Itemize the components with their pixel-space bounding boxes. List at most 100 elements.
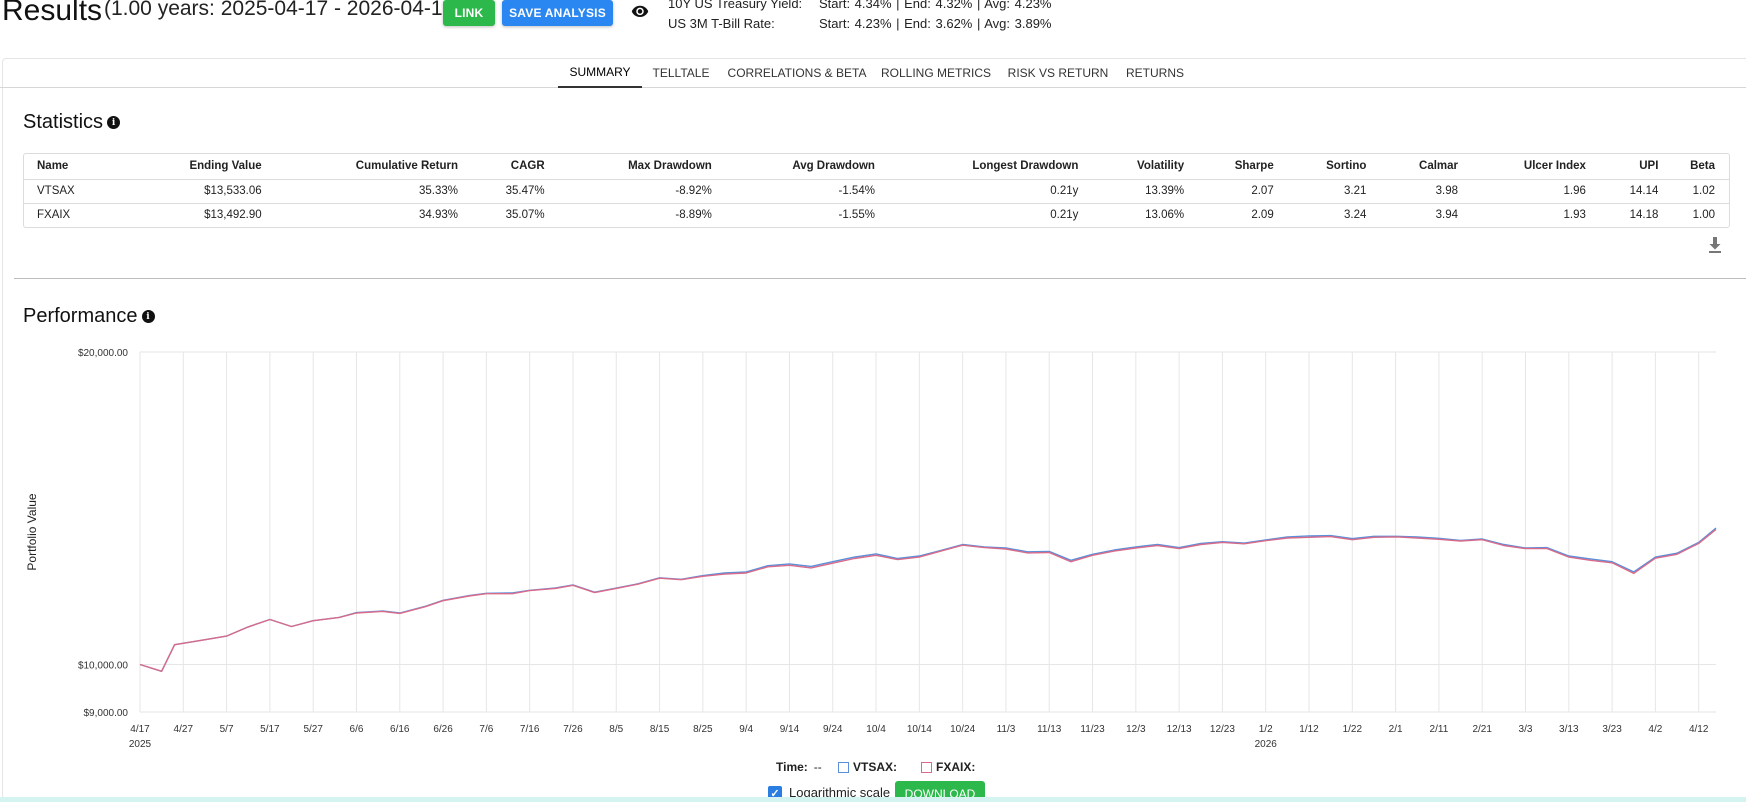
x-tick-label: 7/16 [520, 724, 540, 735]
tab-telltale[interactable]: TELLTALE [652, 66, 710, 80]
column-header[interactable]: Ending Value [114, 154, 262, 180]
x-tick-label: 3/3 [1519, 724, 1533, 735]
table-cell: 34.93% [419, 209, 459, 222]
table-cell: 3.21 [1273, 179, 1367, 204]
performance-title: Performance [23, 305, 138, 327]
table-cell: VTSAX [24, 179, 115, 204]
x-tick-label: 2/21 [1472, 724, 1492, 735]
link-button[interactable]: LINK [443, 0, 495, 26]
legend-swatch-vtsax [838, 761, 849, 773]
rate-row-treasury: 10Y US Treasury Yield: Start: 4.34% | En… [668, 0, 1052, 14]
table-cell: 14.14 [1585, 179, 1659, 204]
x-tick-label: 4/2 [1648, 724, 1662, 735]
tab-bar: SUMMARY TELLTALE CORRELATIONS & BETA ROL… [0, 58, 1746, 88]
results-header: Results (1.00 years: 2025-04-17 - 2026-0… [0, 0, 1746, 40]
statistics-table: Name Ending Value Cumulative Return CAGR… [23, 153, 1730, 228]
column-header[interactable]: Volatility [1078, 154, 1185, 180]
chart-svg[interactable]: 4/17 4/27 5/7 5/17 5/27 6/6 6/16 6/26 7/6 7/16 7/2… [0, 330, 1746, 750]
column-header[interactable]: Sharpe [1184, 154, 1274, 180]
x-tick-label: 10/24 [950, 724, 975, 735]
x-tick-label: 5/27 [303, 724, 323, 735]
section-divider [14, 278, 1746, 279]
log-scale-checkbox[interactable]: ✓ [768, 786, 782, 800]
column-header[interactable]: Ulcer Index [1458, 154, 1586, 180]
tab-returns[interactable]: RETURNS [1125, 66, 1184, 80]
x-tick-label: 3/13 [1559, 724, 1579, 735]
x-tick-label: 4/17 [130, 724, 150, 735]
table-cell: 3.24 [1343, 209, 1367, 222]
y-axis-label: Portfolio Value [25, 493, 39, 570]
column-header[interactable]: Beta [1658, 154, 1729, 180]
legend-time-label: Time: [776, 760, 808, 774]
table-cell: 13.39% [1078, 179, 1185, 204]
x-tick-label: 7/6 [479, 724, 493, 735]
x-tick-label: 4/12 [1689, 724, 1709, 735]
x-tick-label: 12/13 [1167, 724, 1192, 735]
column-header[interactable]: Cumulative Return [261, 154, 459, 180]
table-cell: 1.93 [1563, 209, 1586, 222]
x-tick-label: 9/24 [823, 724, 843, 735]
table-cell: 35.07% [505, 209, 545, 222]
table-cell: 1.00 [1692, 209, 1715, 222]
x-tick-label: 12/23 [1210, 724, 1235, 735]
performance-heading: Performance i [23, 305, 155, 328]
table-cell: 0.21y [1050, 209, 1079, 222]
save-analysis-button[interactable]: SAVE ANALYSIS [502, 0, 613, 26]
x-tick-label: 6/26 [433, 724, 453, 735]
table-cell: 1.02 [1658, 179, 1729, 204]
column-header[interactable]: Name [24, 154, 115, 180]
column-header[interactable]: Longest Drawdown [874, 154, 1079, 180]
rate-name: US 3M T-Bill Rate: [668, 16, 775, 31]
date-range: (1.00 years: 2025-04-17 - 2026-04-16) [104, 0, 462, 20]
table-cell: -1.55% [838, 209, 875, 222]
x-tick-label: 9/14 [780, 724, 800, 735]
x-tick-label: 10/4 [866, 724, 886, 735]
column-header[interactable]: Max Drawdown [544, 154, 712, 180]
rate-row-tbill: US 3M T-Bill Rate: Start: 4.23% | End: 3… [668, 14, 1052, 34]
table-cell: $13,492.90 [204, 209, 262, 222]
x-tick-label: 9/4 [739, 724, 753, 735]
table-cell: 3.98 [1366, 179, 1459, 204]
performance-chart[interactable]: 4/17 4/27 5/7 5/17 5/27 6/6 6/16 6/26 7/6 7/16 7/2… [0, 330, 1746, 750]
legend-time-value: -- [813, 760, 822, 774]
table-row: VTSAX $13,533.06 35.33% 35.47% -8.92% -1… [24, 179, 1729, 204]
statistics-title: Statistics [23, 111, 104, 133]
column-header[interactable]: CAGR [458, 154, 545, 180]
table-cell: 35.33% [261, 179, 459, 204]
x-tick-label: 12/3 [1126, 724, 1146, 735]
column-header[interactable]: Avg Drawdown [711, 154, 875, 180]
x-tick-label: 6/16 [390, 724, 410, 735]
legend-label-vtsax: VTSAX: [853, 760, 898, 774]
tab-rolling-metrics[interactable]: ROLLING METRICS [880, 66, 991, 80]
tab-correlations-beta[interactable]: CORRELATIONS & BETA [727, 66, 867, 80]
x-year-label: 2026 [1255, 739, 1278, 750]
x-tick-label: 6/6 [350, 724, 364, 735]
x-tick-label: 8/25 [693, 724, 713, 735]
x-tick-label: 1/12 [1299, 724, 1319, 735]
column-header[interactable]: Sortino [1273, 154, 1367, 180]
table-cell: FXAIX [37, 209, 71, 222]
eye-icon[interactable] [630, 2, 650, 20]
table-cell: 35.47% [458, 179, 545, 204]
table-cell: 2.07 [1184, 179, 1274, 204]
x-tick-label: 2/11 [1430, 724, 1449, 735]
x-tick-label: 10/14 [907, 724, 932, 735]
tab-summary[interactable]: SUMMARY [558, 58, 642, 88]
rate-values: Start: 4.34% | End: 4.32% | Avg: 4.23% [819, 0, 1052, 11]
info-icon[interactable]: i [141, 310, 155, 323]
x-year-label: 2025 [129, 739, 152, 750]
table-header-row: Name Ending Value Cumulative Return CAGR… [24, 154, 1729, 180]
x-tick-label: 1/2 [1259, 724, 1273, 735]
x-tick-label: 1/22 [1343, 724, 1363, 735]
table-cell: 3.94 [1435, 209, 1459, 222]
info-icon[interactable]: i [107, 116, 121, 129]
legend-time: Time: -- [776, 760, 822, 774]
table-cell: 1.96 [1458, 179, 1586, 204]
x-tick-label: 4/27 [174, 724, 194, 735]
column-header[interactable]: Calmar [1366, 154, 1459, 180]
rate-name: 10Y US Treasury Yield: [668, 0, 803, 11]
download-icon[interactable] [1707, 236, 1723, 254]
column-header[interactable]: UPI [1585, 154, 1659, 180]
tab-risk-vs-return[interactable]: RISK VS RETURN [1007, 66, 1109, 80]
